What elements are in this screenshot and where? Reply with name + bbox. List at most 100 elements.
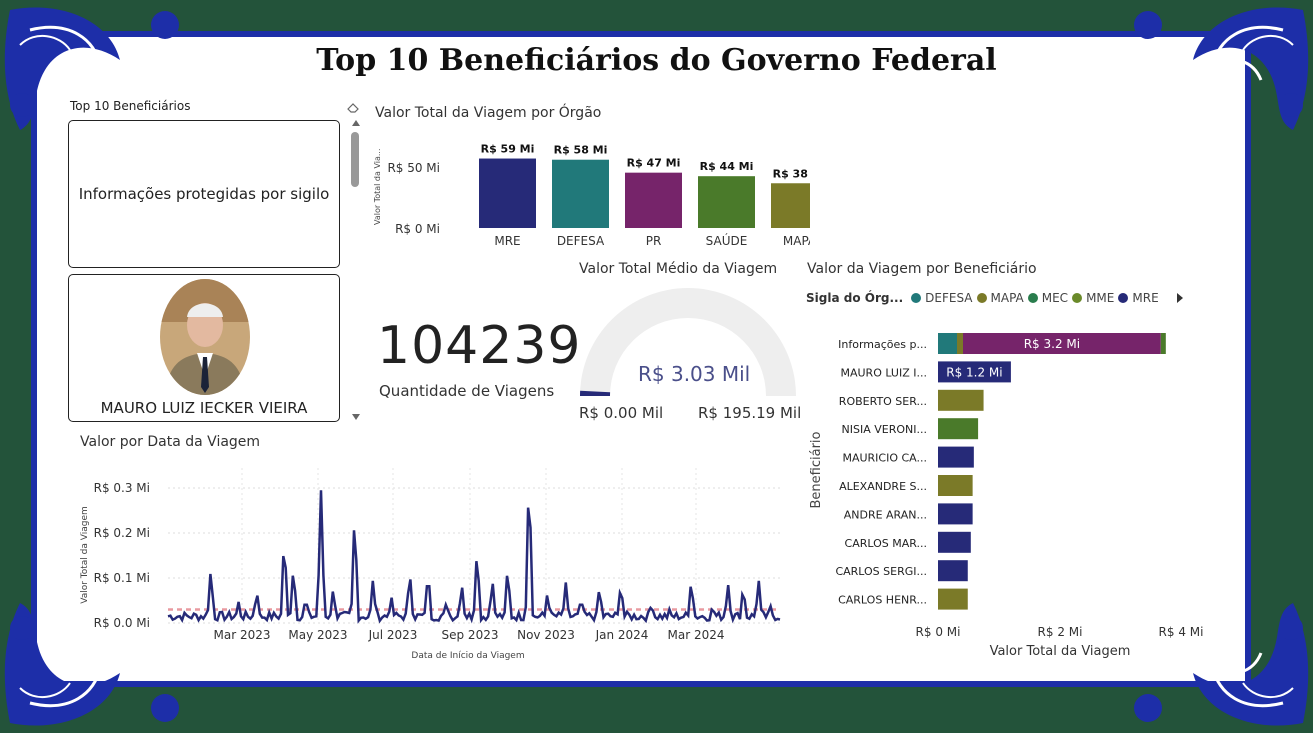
- legend-item[interactable]: MAPA: [990, 291, 1024, 305]
- line-x-tick: Sep 2023: [442, 628, 499, 642]
- benef-chart-title: Valor da Viagem por Beneficiário: [807, 261, 1037, 277]
- legend-next-icon[interactable]: [1176, 293, 1183, 303]
- line-y-tick: R$ 0.3 Mi: [94, 481, 150, 495]
- line-x-tick: Nov 2023: [517, 628, 575, 642]
- ornament-bottom-left-icon: [4, 603, 179, 726]
- benef-category-label: MAURICIO CA...: [842, 452, 927, 465]
- line-x-tick: Mar 2024: [668, 628, 725, 642]
- orgao-bar-label: R$ 44 Mi: [700, 160, 754, 173]
- legend-item[interactable]: MRE: [1132, 291, 1159, 305]
- benef-category-label: MAURO LUIZ I...: [840, 366, 927, 379]
- line-chart-title: Valor por Data da Viagem: [80, 434, 261, 450]
- benef-bar[interactable]: [938, 531, 971, 553]
- benef-category-label: CARLOS MAR...: [845, 537, 927, 550]
- orgao-bar[interactable]: [771, 183, 810, 228]
- date-line-chart[interactable]: Valor Total da Viagem R$ 0.3 Mi R$ 0.2 Mi…: [75, 455, 795, 665]
- orgao-bar-label: R$ 58 Mi: [554, 144, 608, 157]
- benef-bar-label: R$ 3.2 Mi: [1024, 337, 1080, 351]
- line-y-axis-label: Valor Total da Viagem: [80, 506, 90, 604]
- slicer-title: Top 10 Beneficiários: [70, 99, 191, 113]
- benef-bar[interactable]: [938, 588, 968, 610]
- benef-bar-segment[interactable]: [1160, 333, 1166, 354]
- scroll-up-icon[interactable]: [352, 120, 360, 126]
- benef-category-label: CARLOS SERGI...: [835, 565, 927, 578]
- benef-bar[interactable]: [938, 560, 968, 582]
- benef-category-label: NISIA VERONI...: [842, 423, 927, 436]
- avatar: [160, 279, 250, 395]
- orgao-y-axis-label: Valor Total da Via...: [373, 148, 382, 225]
- scroll-thumb[interactable]: [351, 132, 359, 187]
- orgao-bar-chart[interactable]: Valor Total da Via... R$ 50 Mi R$ 0 Mi R…: [370, 125, 810, 255]
- ornament-bottom-right-icon: [1134, 603, 1309, 726]
- orgao-x-tick: PR: [646, 234, 662, 248]
- slicer-scrollbar[interactable]: [350, 120, 360, 420]
- line-x-tick: Mar 2023: [214, 628, 271, 642]
- legend-dot-icon: [1027, 293, 1038, 303]
- benef-category-label: Informações p...: [838, 338, 927, 351]
- gauge-title: Valor Total Médio da Viagem: [579, 261, 778, 277]
- benef-category-label: ANDRE ARAN...: [844, 508, 927, 521]
- legend-dot-icon: [911, 293, 922, 303]
- slicer-person-name: MAURO LUIZ IECKER VIEIRA: [100, 399, 308, 417]
- ornament-top-right-icon: [1134, 7, 1309, 130]
- benef-bar[interactable]: [938, 475, 973, 496]
- line-x-tick: Jul 2023: [368, 628, 418, 642]
- benef-bar[interactable]: [938, 361, 1011, 383]
- orgao-bar[interactable]: [552, 159, 609, 228]
- gauge-min: R$ 0.00 Mil: [579, 404, 664, 422]
- gauge-chart[interactable]: [570, 280, 810, 410]
- orgao-x-tick: SAÚDE: [706, 233, 748, 248]
- benef-bar-chart[interactable]: Beneficiário Informações p... R$ 3.2 Mi MA…: [800, 325, 1210, 665]
- benef-bar-segment[interactable]: [957, 333, 963, 354]
- legend-item[interactable]: DEFESA: [925, 291, 973, 305]
- line-y-tick: R$ 0.0 Mi: [94, 616, 150, 630]
- legend-item[interactable]: MEC: [1041, 291, 1069, 305]
- bar-chart-title: Valor Total da Viagem por Órgão: [375, 105, 602, 121]
- orgao-x-tick: MRE: [494, 234, 520, 248]
- legend-dot-icon: [1072, 293, 1083, 303]
- legend-dot-icon: [976, 293, 987, 303]
- benef-bar-label: R$ 1.2 Mi: [946, 365, 1002, 379]
- benef-x-axis-label: Valor Total da Viagem: [990, 644, 1131, 659]
- legend-item[interactable]: MME: [1086, 291, 1115, 305]
- scroll-down-icon[interactable]: [352, 414, 360, 420]
- benef-bar[interactable]: [938, 418, 979, 440]
- benef-bar[interactable]: [938, 389, 984, 411]
- benef-x-tick: R$ 4 Mi: [1159, 625, 1204, 639]
- orgao-bar[interactable]: [479, 158, 536, 228]
- legend-title: Sigla do Órg...: [806, 291, 904, 305]
- benef-category-label: ALEXANDRE S...: [839, 480, 927, 493]
- orgao-bar[interactable]: [625, 172, 682, 228]
- line-y-tick: R$ 0.1 Mi: [94, 571, 150, 585]
- benef-bar[interactable]: [963, 333, 1161, 354]
- kpi-value: 104239: [377, 316, 582, 376]
- gauge-fill: [580, 390, 611, 396]
- line-series: [167, 490, 781, 624]
- gauge-value: R$ 3.03 Mil: [638, 362, 751, 386]
- line-x-tick: May 2023: [288, 628, 347, 642]
- line-x-tick: Jan 2024: [595, 628, 649, 642]
- benef-category-label: CARLOS HENR...: [838, 594, 927, 607]
- orgao-bar[interactable]: [698, 176, 755, 228]
- benef-x-tick: R$ 2 Mi: [1038, 625, 1083, 639]
- benef-bar-segment[interactable]: [938, 333, 957, 354]
- kpi-label: Quantidade de Viagens: [379, 382, 555, 400]
- benef-x-tick: R$ 0 Mi: [916, 625, 961, 639]
- line-x-axis-label: Data de Início da Viagem: [411, 651, 524, 661]
- eraser-icon[interactable]: [346, 100, 360, 114]
- page-title: Top 10 Beneficiários do Governo Federal: [316, 43, 997, 78]
- slicer-card-sigilo[interactable]: Informações protegidas por sigilo: [68, 120, 340, 268]
- benef-legend: Sigla do Órg... DEFESA MAPA MEC MME MRE: [806, 291, 1183, 305]
- orgao-y-tick: R$ 50 Mi: [387, 161, 440, 175]
- benef-bar[interactable]: [938, 446, 974, 468]
- orgao-x-tick: MAPA: [783, 234, 810, 248]
- benef-category-label: ROBERTO SER...: [839, 395, 927, 408]
- orgao-y-tick: R$ 0 Mi: [395, 222, 440, 236]
- line-y-tick: R$ 0.2 Mi: [94, 526, 150, 540]
- orgao-bar-label: R$ 38 Mi: [773, 167, 810, 180]
- legend-dot-icon: [1118, 293, 1129, 303]
- orgao-bar-label: R$ 59 Mi: [481, 143, 535, 156]
- benef-bar[interactable]: [938, 503, 973, 525]
- gauge-max: R$ 195.19 Mil: [698, 404, 802, 422]
- slicer-card-person[interactable]: MAURO LUIZ IECKER VIEIRA: [68, 274, 340, 422]
